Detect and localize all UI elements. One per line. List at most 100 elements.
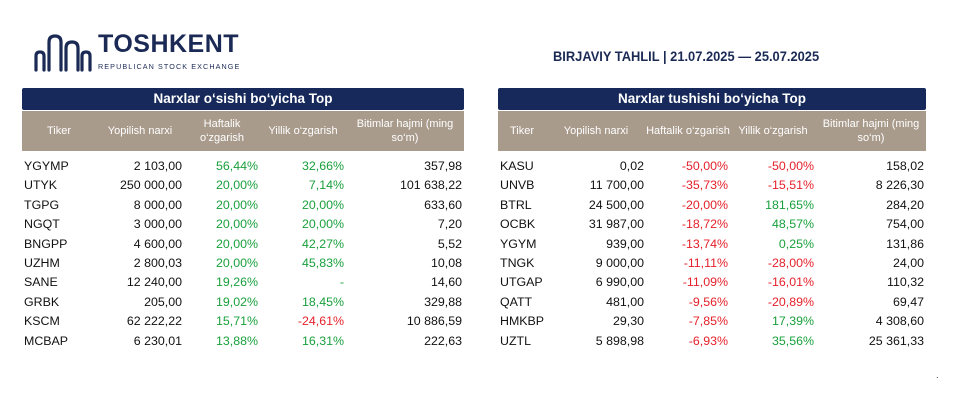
table-row: MCBAP 6 230,01 13,88% 16,31% 222,63 xyxy=(22,332,464,351)
yearly-change-cell: 0,25% xyxy=(778,236,814,251)
volume-cell: 357,98 xyxy=(424,159,462,173)
table-row: YGYMP 2 103,00 56,44% 32,66% 357,98 xyxy=(22,157,464,176)
table-row: HMKBP 29,30 -7,85% 17,39% 4 308,60 xyxy=(498,312,926,331)
weekly-change-cell: 19,02% xyxy=(215,294,258,309)
close-price-cell: 481,00 xyxy=(606,294,644,309)
close-price-cell: 5 898,98 xyxy=(595,333,644,348)
gainers-header-row: Tiker Yopilish narxi Haftalik o‘zgarish … xyxy=(22,111,464,151)
ticker-cell: UZHM xyxy=(24,255,60,270)
volume-cell: 24,00 xyxy=(892,255,924,270)
logo-subtitle: REPUBLICAN STOCK EXCHANGE xyxy=(98,62,241,71)
header-close-price: Yopilish narxi xyxy=(563,125,629,137)
close-price-cell: 2 800,03 xyxy=(133,255,182,270)
close-price-cell: 31 987,00 xyxy=(588,217,644,232)
header-ticker: Tiker xyxy=(46,125,72,137)
weekly-change-cell: -7,85% xyxy=(688,314,728,329)
losers-title: Narxlar tushishi bo‘yicha Top xyxy=(498,88,926,110)
weekly-change-cell: -35,73% xyxy=(681,178,728,193)
table-row: QATT 481,00 -9,56% -20,89% 69,47 xyxy=(498,293,926,312)
page-mark: . xyxy=(936,370,939,380)
table-row: YGYM 939,00 -13,74% 0,25% 131,86 xyxy=(498,235,926,254)
table-row: UZTL 5 898,98 -6,93% 35,56% 25 361,33 xyxy=(498,332,926,351)
table-row: UNVB 11 700,00 -35,73% -15,51% 8 226,30 xyxy=(498,176,926,195)
volume-cell: 7,20 xyxy=(437,217,462,232)
header-yearly-change: Yillik o‘zgarish xyxy=(268,125,338,137)
volume-cell: 222,63 xyxy=(424,333,462,348)
weekly-change-cell: -11,09% xyxy=(682,275,728,290)
header-close-price: Yopilish narxi xyxy=(107,125,173,137)
losers-header-row: Tiker Yopilish narxi Haftalik o‘zgarish … xyxy=(498,111,926,151)
yearly-change-cell: 45,83% xyxy=(301,255,344,270)
volume-cell: 8 226,30 xyxy=(875,178,924,193)
table-row: TGPG 8 000,00 20,00% 20,00% 633,60 xyxy=(22,196,464,215)
weekly-change-cell: -9,56% xyxy=(688,294,728,309)
weekly-change-cell: -13,74% xyxy=(681,236,728,251)
volume-cell: 25 361,33 xyxy=(868,333,924,348)
table-row: KSCM 62 222,22 15,71% -24,61% 10 886,59 xyxy=(22,312,464,331)
table-row: BNGPP 4 600,00 20,00% 42,27% 5,52 xyxy=(22,235,464,254)
exchange-logo: TOSHKENT REPUBLICAN STOCK EXCHANGE xyxy=(34,30,240,74)
header-yearly-change: Yillik o‘zgarish xyxy=(738,125,808,137)
yearly-change-cell: -28,00% xyxy=(767,255,814,270)
weekly-change-cell: 15,71% xyxy=(215,314,258,329)
yearly-change-cell: 7,14% xyxy=(308,178,344,193)
logo-name: TOSHKENT xyxy=(98,30,240,58)
close-price-cell: 6 990,00 xyxy=(595,275,644,290)
ticker-cell: UTGAP xyxy=(500,275,543,290)
volume-cell: 158,02 xyxy=(886,159,924,173)
volume-cell: 5,52 xyxy=(437,236,462,251)
yearly-change-cell: -50,00% xyxy=(767,159,814,173)
ticker-cell: OCBK xyxy=(500,217,536,232)
weekly-change-cell: 56,44% xyxy=(215,159,258,173)
close-price-cell: 6 230,01 xyxy=(133,333,182,348)
close-price-cell: 205,00 xyxy=(144,294,182,309)
close-price-cell: 11 700,00 xyxy=(589,178,644,193)
yearly-change-cell: 16,31% xyxy=(301,333,344,348)
yearly-change-cell: -24,61% xyxy=(297,314,344,329)
close-price-cell: 24 500,00 xyxy=(588,197,644,212)
volume-cell: 131,86 xyxy=(886,236,924,251)
volume-cell: 110,32 xyxy=(887,275,924,290)
weekly-change-cell: 20,00% xyxy=(215,236,258,251)
close-price-cell: 939,00 xyxy=(606,236,644,251)
yearly-change-cell: 20,00% xyxy=(301,197,344,212)
weekly-change-cell: -18,72% xyxy=(681,217,728,232)
ticker-cell: YGYM xyxy=(500,236,537,251)
losers-rows: KASU 0,02 -50,00% -50,00% 158,02 UNVB 11 700,0… xyxy=(498,157,926,351)
gainers-table: Narxlar o‘sishi bo‘yicha Top Tiker Yopil… xyxy=(22,88,464,351)
weekly-change-cell: 20,00% xyxy=(215,217,258,232)
volume-cell: 754,00 xyxy=(886,217,924,232)
yearly-change-cell: -20,89% xyxy=(767,294,814,309)
report-title: BIRJAVIY TAHLIL | 21.07.2025 — 25.07.202… xyxy=(553,48,820,64)
ticker-cell: BTRL xyxy=(500,197,532,212)
weekly-change-cell: 19,26% xyxy=(215,275,258,290)
header-weekly-change: Haftalik o‘zgarish xyxy=(646,125,730,137)
close-price-cell: 2 103,00 xyxy=(133,159,182,173)
volume-cell: 284,20 xyxy=(886,197,924,212)
close-price-cell: 62 222,22 xyxy=(126,314,182,329)
gainers-title: Narxlar o‘sishi bo‘yicha Top xyxy=(22,88,464,110)
volume-cell: 10,08 xyxy=(430,255,462,270)
weekly-change-cell: 20,00% xyxy=(215,197,258,212)
ticker-cell: TNGK xyxy=(500,255,535,270)
ticker-cell: SANE xyxy=(24,275,58,290)
volume-cell: 14,60 xyxy=(430,275,462,290)
ticker-cell: BNGPP xyxy=(24,236,68,251)
volume-cell: 633,60 xyxy=(424,197,462,212)
close-price-cell: 9 000,00 xyxy=(595,255,644,270)
close-price-cell: 8 000,00 xyxy=(133,197,182,212)
yearly-change-cell: 32,66% xyxy=(301,159,344,173)
yearly-change-cell: 17,39% xyxy=(771,314,814,329)
volume-cell: 101 638,22 xyxy=(399,178,462,193)
weekly-change-cell: -20,00% xyxy=(681,197,728,212)
table-row: KASU 0,02 -50,00% -50,00% 158,02 xyxy=(498,157,926,176)
yearly-change-cell: 42,27% xyxy=(301,236,344,251)
weekly-change-cell: 20,00% xyxy=(215,255,258,270)
weekly-change-cell: -50,00% xyxy=(681,159,728,173)
ticker-cell: YGYMP xyxy=(24,159,69,173)
close-price-cell: 29,30 xyxy=(612,314,644,329)
volume-cell: 10 886,59 xyxy=(406,314,462,329)
ticker-cell: HMKBP xyxy=(500,314,545,329)
yearly-change-cell: - xyxy=(339,275,344,290)
ticker-cell: UTYK xyxy=(24,178,58,193)
